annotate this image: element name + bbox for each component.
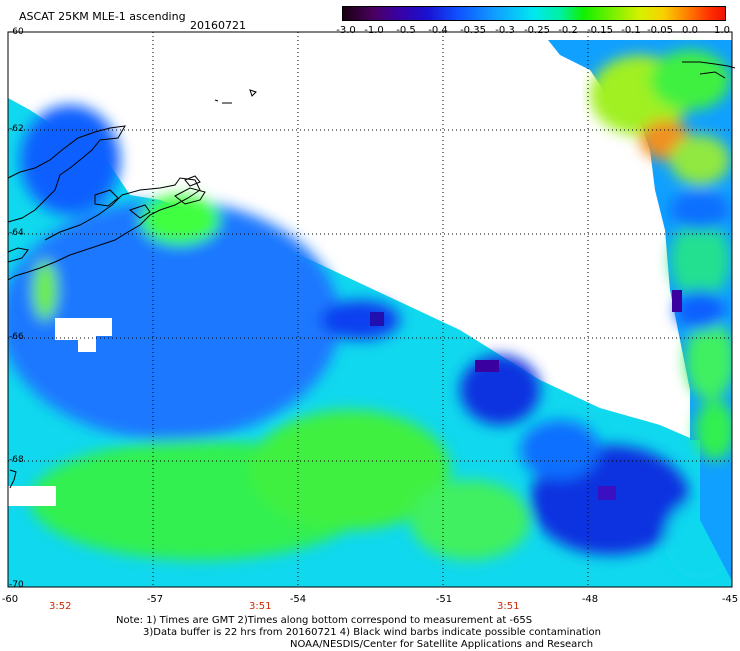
colorbar-tick: -0.2: [558, 25, 578, 36]
lat-label: -62: [9, 124, 24, 134]
colorbar-tick: -0.3: [495, 25, 515, 36]
gridlines: [8, 32, 732, 587]
lon-label: -51: [435, 594, 453, 605]
data-field: [8, 40, 732, 587]
note-line-2: 3)Data buffer is 22 hrs from 20160721 4)…: [143, 627, 601, 638]
lat-label: -70: [9, 580, 24, 590]
lat-label: -60: [9, 27, 24, 37]
colorbar-tick: -0.05: [647, 25, 673, 36]
time-label: 3:51: [497, 601, 520, 612]
lat-label: -66: [9, 332, 24, 342]
lon-label: -48: [581, 594, 599, 605]
colorbar-tick: -0.15: [587, 25, 613, 36]
note-line-1: Note: 1) Times are GMT 2)Times along bot…: [116, 615, 533, 626]
coastline: [7, 61, 736, 489]
colorbar-tick: 1.0: [714, 25, 730, 36]
colorbar-tick: -0.35: [460, 25, 486, 36]
colorbar-tick: -0.4: [428, 25, 448, 36]
colorbar-tick: -0.1: [621, 25, 641, 36]
lon-label: -45: [721, 594, 739, 605]
colorbar-tick: -0.5: [396, 25, 416, 36]
colorbar-tick: -0.25: [524, 25, 550, 36]
lat-label: -64: [9, 228, 24, 238]
colorbar-tick: 0.0: [682, 25, 698, 36]
lon-label: -54: [289, 594, 307, 605]
colorbar-tick: -1.0: [364, 25, 384, 36]
lon-label: -60: [1, 594, 19, 605]
note-line-3: NOAA/NESDIS/Center for Satellite Applica…: [290, 639, 594, 650]
lat-label: -68: [9, 455, 24, 465]
plot-frame: [7, 31, 733, 588]
lon-label: -57: [146, 594, 164, 605]
colorbar: [342, 6, 726, 21]
map-date: 20160721: [190, 19, 246, 32]
time-label: 3:52: [49, 601, 72, 612]
time-label: 3:51: [249, 601, 272, 612]
map-title: ASCAT 25KM MLE-1 ascending: [19, 10, 186, 23]
colorbar-tick: -3.0: [336, 25, 356, 36]
